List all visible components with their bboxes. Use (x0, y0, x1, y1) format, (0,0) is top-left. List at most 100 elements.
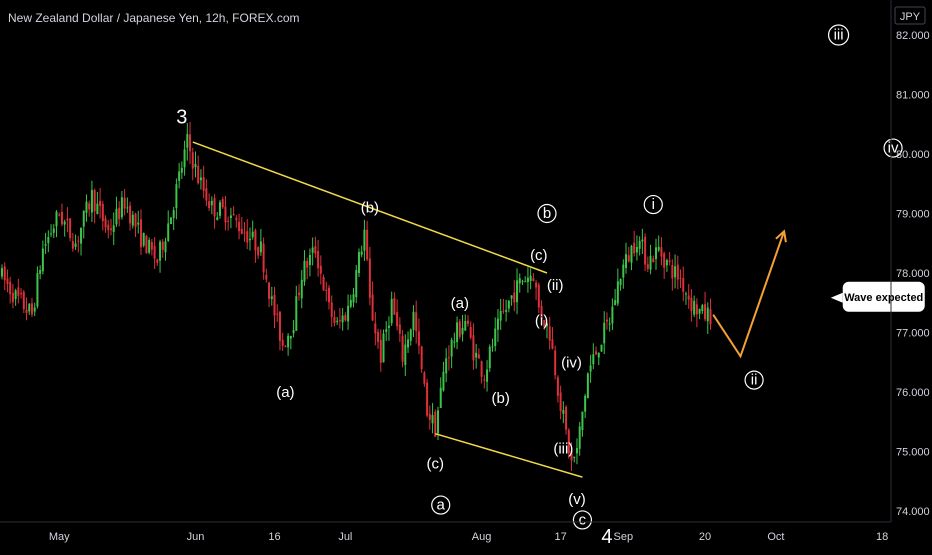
candle[interactable] (510, 295, 513, 306)
candle[interactable] (665, 258, 668, 272)
candle[interactable] (221, 196, 224, 209)
candle[interactable] (314, 236, 317, 258)
candle[interactable] (366, 220, 369, 261)
candle[interactable] (461, 314, 464, 342)
candle[interactable] (336, 316, 339, 325)
callout-box[interactable] (842, 281, 925, 312)
candle[interactable] (486, 360, 489, 392)
candle[interactable] (172, 207, 175, 231)
wave-label[interactable]: (iv) (561, 354, 582, 371)
candle[interactable] (638, 236, 641, 256)
candle[interactable] (652, 255, 655, 263)
candle[interactable] (644, 233, 647, 272)
candle[interactable] (505, 299, 508, 322)
candle[interactable] (556, 375, 559, 403)
candle[interactable] (401, 330, 404, 368)
candle[interactable] (502, 298, 505, 314)
candle[interactable] (360, 245, 363, 258)
currency-badge[interactable] (894, 6, 926, 25)
wave-label[interactable]: (c) (530, 247, 548, 264)
candle[interactable] (690, 289, 693, 322)
wave-label[interactable]: a (431, 495, 451, 515)
candle[interactable] (371, 281, 374, 321)
candle[interactable] (477, 348, 480, 359)
candle[interactable] (385, 321, 388, 341)
candle[interactable] (565, 405, 568, 435)
candle[interactable] (595, 346, 598, 355)
candle[interactable] (118, 201, 121, 227)
candle[interactable] (646, 256, 649, 273)
candle[interactable] (352, 287, 355, 308)
candle[interactable] (298, 284, 301, 301)
candle[interactable] (194, 151, 197, 178)
candle[interactable] (25, 297, 28, 321)
candle[interactable] (513, 280, 516, 312)
candle[interactable] (55, 210, 58, 238)
candle[interactable] (311, 237, 314, 266)
candle[interactable] (153, 237, 156, 269)
candle[interactable] (22, 289, 25, 314)
candle[interactable] (169, 217, 172, 225)
candle[interactable] (164, 237, 167, 261)
wave-label[interactable]: (a) (451, 295, 469, 312)
candle[interactable] (543, 319, 546, 330)
candle[interactable] (115, 196, 118, 228)
candle[interactable] (246, 219, 249, 250)
candle[interactable] (475, 343, 478, 369)
candle[interactable] (426, 378, 429, 418)
candle[interactable] (295, 285, 298, 331)
candle[interactable] (93, 188, 96, 224)
candle[interactable] (679, 269, 682, 288)
candle[interactable] (396, 299, 399, 331)
candle[interactable] (69, 218, 72, 242)
candle[interactable] (649, 244, 652, 275)
candle[interactable] (129, 201, 132, 231)
wave-label[interactable]: (b) (492, 390, 510, 407)
candle[interactable] (584, 393, 587, 419)
candle[interactable] (597, 352, 600, 366)
candle[interactable] (540, 300, 543, 324)
candle[interactable] (524, 276, 527, 283)
candle[interactable] (663, 251, 666, 279)
candle[interactable] (499, 298, 502, 330)
candle[interactable] (633, 230, 636, 257)
candle[interactable] (142, 232, 145, 248)
candle[interactable] (575, 438, 578, 465)
wave-label[interactable]: 4 (601, 526, 612, 548)
candle[interactable] (655, 238, 657, 270)
candle[interactable] (278, 310, 281, 351)
candle[interactable] (450, 337, 453, 369)
candle[interactable] (14, 288, 17, 306)
candle[interactable] (216, 212, 219, 221)
wave-label[interactable]: (v) (568, 491, 586, 508)
candle[interactable] (66, 207, 69, 233)
candle[interactable] (562, 401, 565, 424)
candle[interactable] (507, 300, 510, 313)
candle[interactable] (77, 235, 80, 253)
candle[interactable] (28, 303, 31, 315)
candle[interactable] (404, 334, 407, 376)
candle[interactable] (322, 274, 325, 291)
candle[interactable] (494, 317, 497, 352)
candle[interactable] (328, 284, 330, 310)
candle[interactable] (3, 262, 6, 291)
candle[interactable] (526, 267, 529, 293)
candle[interactable] (341, 308, 344, 331)
candle[interactable] (398, 317, 401, 342)
candle[interactable] (287, 333, 290, 356)
candle[interactable] (641, 228, 644, 255)
candle[interactable] (52, 224, 55, 239)
candle[interactable] (660, 237, 663, 266)
candle[interactable] (289, 335, 292, 350)
candle[interactable] (167, 210, 170, 242)
candle[interactable] (1, 264, 3, 280)
candle[interactable] (80, 227, 83, 256)
candle[interactable] (306, 257, 309, 280)
candle[interactable] (622, 259, 625, 289)
candle[interactable] (123, 188, 126, 216)
candle[interactable] (11, 283, 14, 309)
wave-label[interactable]: (c) (427, 455, 445, 472)
candle[interactable] (676, 255, 679, 290)
wave-label[interactable]: (ii) (547, 277, 564, 294)
candle[interactable] (180, 161, 183, 180)
